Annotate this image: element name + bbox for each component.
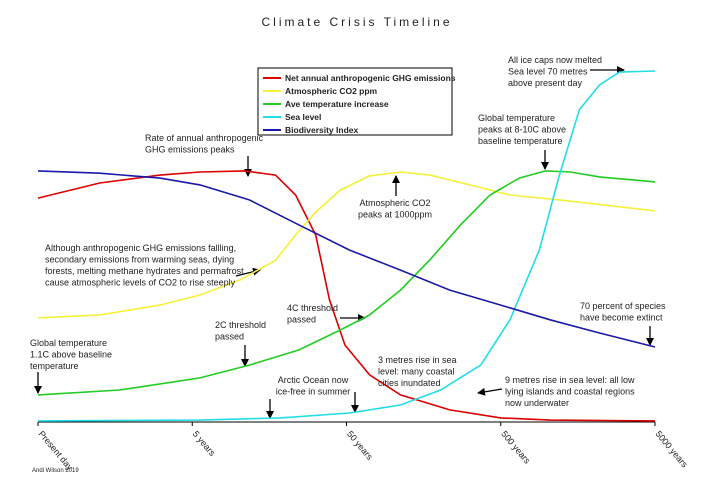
annotation: Global temperature [478,113,555,123]
series-line [37,170,656,396]
x-tick-label: 5000 years [653,429,690,470]
annotation: above present day [508,78,583,88]
annotation: passed [215,332,244,342]
annotation: GHG emissions peaks [145,145,235,155]
x-tick-label: 5 years [191,429,218,458]
annotation: Sea level 70 metres [508,67,588,77]
annotation: cause atmospheric levels of CO2 to rise … [45,278,236,288]
annotation: now underwater [505,398,569,408]
legend-label: Atmospheric CO2 ppm [285,86,378,96]
series-line [37,170,656,348]
annotation: 2C threshold [215,320,266,330]
series-line [37,171,656,319]
annotation: 70 percent of species [580,301,666,311]
legend-label: Biodiversity Index [285,125,358,135]
annotation: 1.1C above baseline [30,350,112,360]
annotation: 4C threshold [287,303,338,313]
x-tick-label: Present day [36,429,75,473]
series-line [37,70,656,422]
annotation: temperature [30,361,79,371]
annotation: Arctic Ocean now [278,375,349,385]
annotation: passed [287,315,316,325]
annotation: Rate of annual anthropogenic [145,133,264,143]
x-tick-label: 500 years [499,429,532,466]
credit: Andi Wilson 2019 [32,468,79,474]
annotation: baseline temperature [478,136,563,146]
annotation: lying islands and coastal regions [505,387,635,397]
legend-box [257,67,453,136]
annotation: secondary emissions from warming seas, d… [45,255,234,265]
chart-title: Climate Crisis Timeline [261,15,452,29]
annotation: Atmospheric CO2 [359,198,430,208]
annotation: level: many coastal [378,367,455,377]
annotation: peaks at 1000ppm [358,210,432,220]
legend-label: Net annual anthropogenic GHG emissions [285,73,456,83]
x-tick-label: 50 years [345,429,375,462]
annotation: Although anthropogenic GHG emissions fal… [45,243,236,253]
annotation: ice-free in summer [276,387,351,397]
annotation: 3 metres rise in sea [378,355,457,365]
annotation: All ice caps now melted [508,55,602,65]
annotation: cities inundated [378,378,441,388]
annotation: Global temperature [30,338,107,348]
annotation: peaks at 8-10C above [478,125,566,135]
annotation: forests, melting methane hydrates and pe… [45,266,244,276]
annotation: 9 metres rise in sea level: all low [505,375,635,385]
arrows [34,66,654,419]
legend-label: Ave temperature increase [285,99,389,109]
series-line [37,170,656,422]
annotation: have become extinct [580,313,663,323]
legend-label: Sea level [285,112,321,122]
